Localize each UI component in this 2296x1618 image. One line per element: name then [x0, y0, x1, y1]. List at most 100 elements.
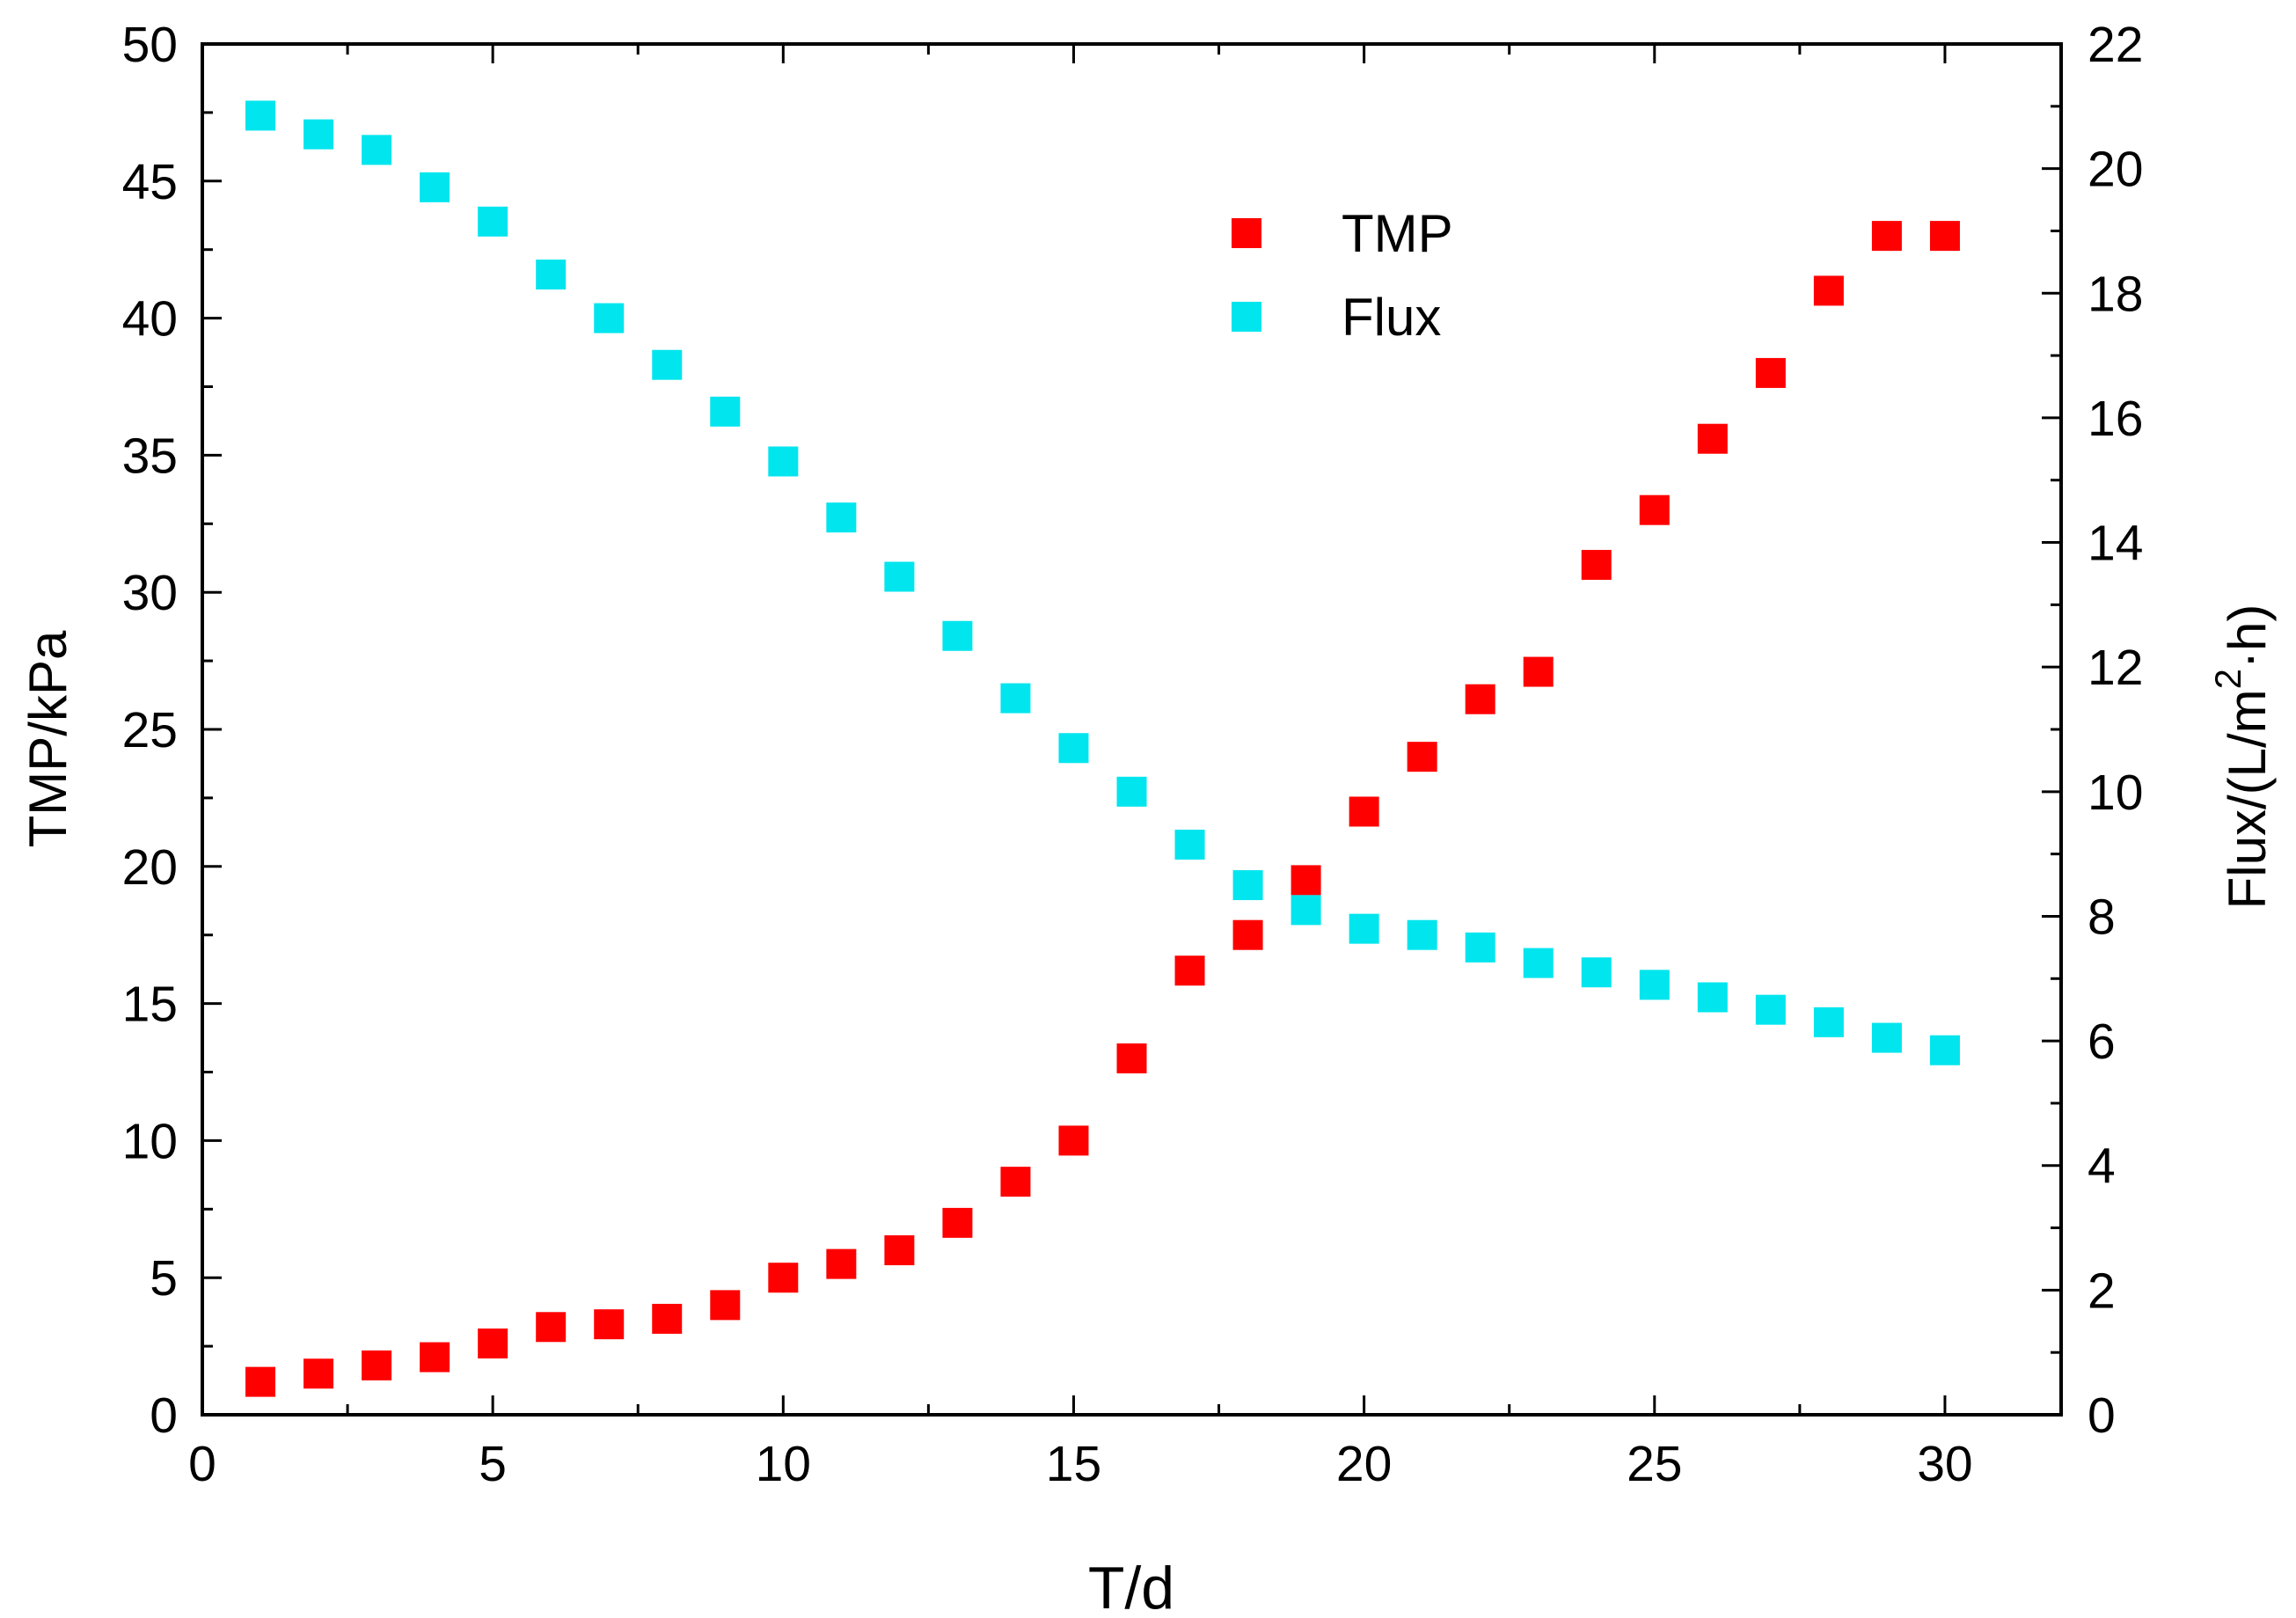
- flux-point: [1639, 970, 1670, 1000]
- y-left-tick-label: 35: [122, 428, 178, 484]
- tmp-point: [420, 1342, 450, 1373]
- tmp-point: [478, 1328, 508, 1358]
- y-right-tick-label: 4: [2088, 1138, 2116, 1195]
- flux-point: [1291, 895, 1321, 926]
- y-right-tick-label: 2: [2088, 1263, 2116, 1319]
- tmp-point: [1929, 221, 1960, 252]
- tmp-point: [768, 1263, 799, 1293]
- y-left-tick-label: 0: [150, 1387, 178, 1444]
- flux-point: [1929, 1035, 1960, 1065]
- y-right-axis-title-prefix: Flux/(L/m: [2218, 689, 2277, 909]
- tmp-point: [536, 1312, 567, 1343]
- tmp-point: [884, 1235, 915, 1266]
- tmp-point: [594, 1309, 625, 1340]
- plot-frame: [201, 42, 2063, 1417]
- flux-point: [1581, 957, 1612, 988]
- tmp-point: [710, 1290, 741, 1321]
- flux-point: [1174, 830, 1205, 860]
- y-left-tick-label: 10: [122, 1113, 178, 1169]
- tmp-point: [1523, 656, 1554, 687]
- legend-label-tmp: TMP: [1342, 204, 1453, 263]
- flux-point: [245, 100, 276, 131]
- flux-point: [303, 119, 334, 150]
- y-right-tick-label: 0: [2088, 1387, 2116, 1444]
- tmp-point: [826, 1248, 857, 1279]
- tmp-point: [1174, 955, 1205, 986]
- flux-point: [1232, 870, 1263, 901]
- flux-point: [1116, 776, 1147, 807]
- tmp-point: [1755, 357, 1786, 388]
- y-right-tick-label: 8: [2088, 889, 2116, 945]
- tmp-point: [245, 1366, 276, 1397]
- y-right-tick-label: 12: [2088, 640, 2143, 696]
- y-right-tick-label: 18: [2088, 266, 2143, 322]
- y-left-axis-title: TMP/kPa: [18, 630, 77, 847]
- y-left-tick-label: 25: [122, 702, 178, 758]
- tmp-point: [303, 1358, 334, 1389]
- y-left-tick-label: 30: [122, 565, 178, 621]
- y-left-tick-labels: 0 5 10 15 20 25 30 35 40 45 50: [122, 17, 178, 1444]
- flux-point: [826, 502, 857, 533]
- legend-marker-tmp: [1232, 218, 1261, 248]
- y-right-tick-label: 22: [2088, 17, 2143, 73]
- flux-point: [710, 396, 741, 427]
- legend: TMP Flux: [1232, 204, 1453, 347]
- tmp-point: [1407, 742, 1437, 772]
- tmp-series: [245, 221, 1960, 1397]
- tmp-point: [1639, 494, 1670, 525]
- flux-point: [1407, 919, 1437, 950]
- tmp-point: [1116, 1043, 1147, 1073]
- tmp-point: [1697, 423, 1728, 454]
- y-right-tick-label: 20: [2088, 142, 2143, 198]
- y-right-tick-labels: 0 2 4 6 8 10 12 14 16 18 20 22: [2088, 17, 2143, 1444]
- y-left-tick-label: 40: [122, 291, 178, 348]
- tmp-point: [1871, 221, 1902, 252]
- tmp-point: [362, 1350, 392, 1380]
- flux-point: [1697, 982, 1728, 1013]
- legend-marker-flux: [1232, 302, 1261, 332]
- x-tick-label: 20: [1336, 1436, 1392, 1492]
- flux-point: [1813, 1007, 1844, 1037]
- tmp-point: [1581, 550, 1612, 581]
- y-right-tick-label: 14: [2088, 516, 2143, 572]
- flux-point: [594, 303, 625, 333]
- tmp-point: [1349, 796, 1379, 827]
- x-tick-label: 30: [1917, 1436, 1972, 1492]
- flux-point: [1349, 913, 1379, 944]
- flux-point: [420, 172, 450, 202]
- y-right-tick-label: 6: [2088, 1014, 2116, 1070]
- flux-point: [478, 206, 508, 237]
- flux-series: [245, 100, 1960, 1065]
- x-tick-labels: 0 5 10 15 20 25 30: [188, 1436, 1972, 1492]
- tmp-point: [1232, 919, 1263, 950]
- y-right-tick-label: 10: [2088, 765, 2143, 821]
- flux-point: [768, 446, 799, 477]
- y-left-tick-label: 50: [122, 17, 178, 73]
- flux-point: [1871, 1022, 1902, 1053]
- tmp-point: [1000, 1167, 1031, 1197]
- legend-label-flux: Flux: [1342, 288, 1441, 347]
- tmp-point: [1058, 1125, 1089, 1156]
- x-tick-label: 5: [479, 1436, 507, 1492]
- axis-ticks: [201, 42, 2061, 1417]
- x-tick-label: 15: [1046, 1436, 1101, 1492]
- x-tick-label: 0: [188, 1436, 216, 1492]
- flux-point: [652, 349, 683, 380]
- y-right-tick-label: 16: [2088, 391, 2143, 447]
- flux-point: [1465, 932, 1495, 963]
- y-right-axis-title: Flux/(L/m2·h): [2207, 604, 2277, 910]
- flux-point: [884, 561, 915, 592]
- flux-point: [1755, 994, 1786, 1025]
- y-right-axis-title-suffix: ·h): [2218, 604, 2277, 669]
- y-left-tick-label: 15: [122, 977, 178, 1033]
- y-left-tick-label: 45: [122, 154, 178, 210]
- tmp-point: [1813, 275, 1844, 306]
- tmp-point: [652, 1303, 683, 1334]
- flux-point: [536, 260, 567, 290]
- y-right-axis-title-sup: 2: [2207, 669, 2248, 689]
- flux-point: [1000, 683, 1031, 714]
- y-left-tick-label: 5: [150, 1250, 178, 1307]
- x-tick-label: 10: [756, 1436, 811, 1492]
- x-axis-title: T/d: [1088, 1555, 1174, 1618]
